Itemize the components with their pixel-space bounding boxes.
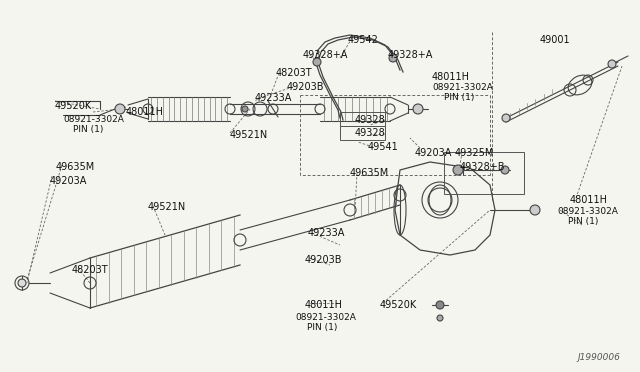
Text: J1990006: J1990006 xyxy=(577,353,620,362)
Circle shape xyxy=(437,315,443,321)
Text: 49233A: 49233A xyxy=(255,93,292,103)
Text: 49521N: 49521N xyxy=(148,202,186,212)
Bar xyxy=(444,152,524,194)
Text: PIN (1): PIN (1) xyxy=(444,93,474,102)
Circle shape xyxy=(608,60,616,68)
Circle shape xyxy=(18,279,26,287)
Text: 49328: 49328 xyxy=(355,115,386,125)
Text: 08921-3302A: 08921-3302A xyxy=(63,115,124,124)
Bar xyxy=(340,126,385,140)
Circle shape xyxy=(313,58,321,66)
Text: 48203T: 48203T xyxy=(72,265,109,275)
Text: 48011H: 48011H xyxy=(305,300,343,310)
Circle shape xyxy=(436,301,444,309)
Circle shape xyxy=(530,205,540,215)
Text: 49328+A: 49328+A xyxy=(303,50,348,60)
Text: 49635M: 49635M xyxy=(350,168,389,178)
Text: 49203A: 49203A xyxy=(50,176,88,186)
Text: 08921-3302A: 08921-3302A xyxy=(557,207,618,216)
Text: 49635M: 49635M xyxy=(56,162,95,172)
Text: 49328+B: 49328+B xyxy=(460,162,506,172)
Text: 49325M: 49325M xyxy=(455,148,494,158)
Text: 08921-3302A: 08921-3302A xyxy=(295,313,356,322)
Circle shape xyxy=(115,104,125,114)
Text: 49203B: 49203B xyxy=(287,82,324,92)
Text: 49542: 49542 xyxy=(348,35,379,45)
Text: 48011H: 48011H xyxy=(126,107,164,117)
Text: 49521N: 49521N xyxy=(230,130,268,140)
Text: PIN (1): PIN (1) xyxy=(73,125,104,134)
Text: PIN (1): PIN (1) xyxy=(307,323,337,332)
Text: 49520K: 49520K xyxy=(380,300,417,310)
Circle shape xyxy=(242,106,248,112)
Text: 49328: 49328 xyxy=(355,128,386,138)
Text: 48011H: 48011H xyxy=(570,195,608,205)
Circle shape xyxy=(502,114,510,122)
Text: PIN (1): PIN (1) xyxy=(568,217,598,226)
Text: 49203B: 49203B xyxy=(305,255,342,265)
Circle shape xyxy=(389,54,397,62)
Text: 49203A: 49203A xyxy=(415,148,452,158)
Text: 48203T: 48203T xyxy=(276,68,312,78)
Text: 48011H: 48011H xyxy=(432,72,470,82)
Circle shape xyxy=(501,166,509,174)
Text: 49520K: 49520K xyxy=(55,101,92,111)
Circle shape xyxy=(413,104,423,114)
Text: 08921-3302A: 08921-3302A xyxy=(432,83,493,92)
Circle shape xyxy=(453,165,463,175)
Bar xyxy=(340,112,385,126)
Text: 49001: 49001 xyxy=(540,35,571,45)
Text: 49541: 49541 xyxy=(368,142,399,152)
Text: 49233A: 49233A xyxy=(308,228,346,238)
Text: 49328+A: 49328+A xyxy=(388,50,433,60)
